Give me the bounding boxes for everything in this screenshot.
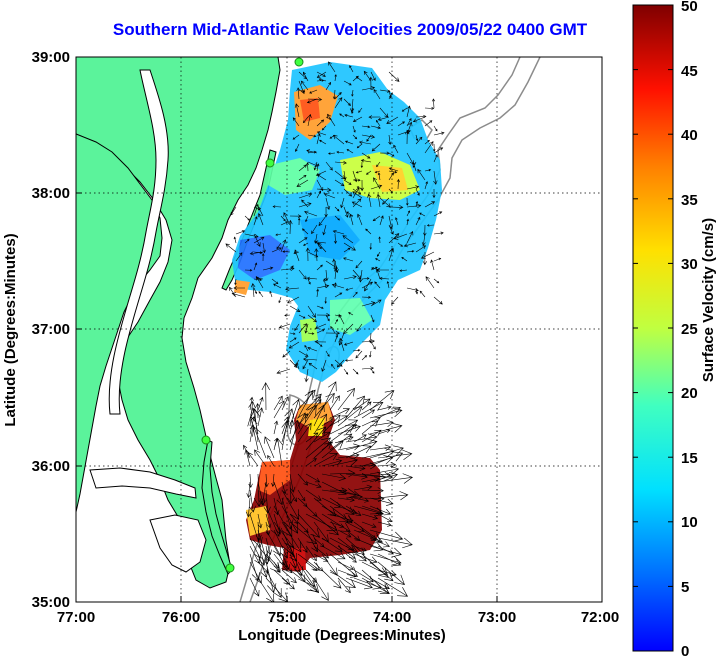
- radar-site-marker: [225, 563, 235, 573]
- y-tick-label: 36:00: [32, 458, 70, 475]
- x-tick-label: 73:00: [478, 609, 516, 626]
- y-tick-label: 35:00: [32, 594, 70, 611]
- colorbar-tick-label: 20: [681, 385, 698, 402]
- x-axis-ticks: 77:00 76:00 75:00 74:00 73:00 72:00: [57, 609, 619, 626]
- y-tick-label: 37:00: [32, 321, 70, 338]
- y-tick-label: 38:00: [32, 185, 70, 202]
- radar-site-marker: [294, 57, 304, 67]
- ticks: [76, 192, 498, 602]
- x-axis-title: Longitude (Degrees:Minutes): [238, 627, 446, 644]
- radar-site-marker: [265, 158, 275, 168]
- colorbar-tick-label: 15: [681, 450, 698, 467]
- colorbar-tick-label: 10: [681, 514, 698, 531]
- chesapeake-bay: [108, 69, 169, 415]
- colorbar-title: Surface Velocity (cm/s): [700, 218, 717, 382]
- colorbar-tick-label: 50: [681, 0, 698, 15]
- colorbar-tick-label: 40: [681, 127, 698, 144]
- radar-site-marker: [201, 435, 211, 445]
- pamlico-sound: [149, 514, 207, 573]
- y-axis-ticks: 39:00 38:00 37:00 36:00 35:00: [32, 49, 70, 611]
- velocity-vectors: [225, 61, 445, 602]
- plot-title: Southern Mid-Atlantic Raw Velocities 200…: [112, 20, 588, 39]
- colorbar-tick-label: 5: [681, 579, 689, 596]
- map-panel: 77:00 76:00 75:00 74:00 73:00 72:00 39:0…: [2, 49, 619, 644]
- colorbar-tick-label: 30: [681, 256, 698, 273]
- colorbar-tick-label: 0: [681, 643, 689, 659]
- colorbar-tick-label: 35: [681, 192, 698, 209]
- radar-sites: [201, 57, 304, 573]
- colorbar-tick-label: 25: [681, 321, 698, 338]
- x-tick-label: 74:00: [373, 609, 411, 626]
- grid: [76, 57, 602, 602]
- colorbar-scale: [632, 4, 674, 652]
- colorbar-tick-label: 45: [681, 63, 698, 80]
- x-tick-label: 77:00: [57, 609, 95, 626]
- colorbar: 50 45 40 35 30 25 20 15 10 5 0 Surface V…: [632, 0, 717, 659]
- y-axis-title: Latitude (Degrees:Minutes): [2, 233, 19, 426]
- x-tick-label: 76:00: [162, 609, 200, 626]
- mainland: [76, 57, 281, 589]
- land: [76, 57, 281, 589]
- x-tick-label: 72:00: [581, 609, 619, 626]
- y-tick-label: 39:00: [32, 49, 70, 66]
- x-tick-label: 75:00: [268, 609, 306, 626]
- albemarle-sound: [89, 467, 197, 499]
